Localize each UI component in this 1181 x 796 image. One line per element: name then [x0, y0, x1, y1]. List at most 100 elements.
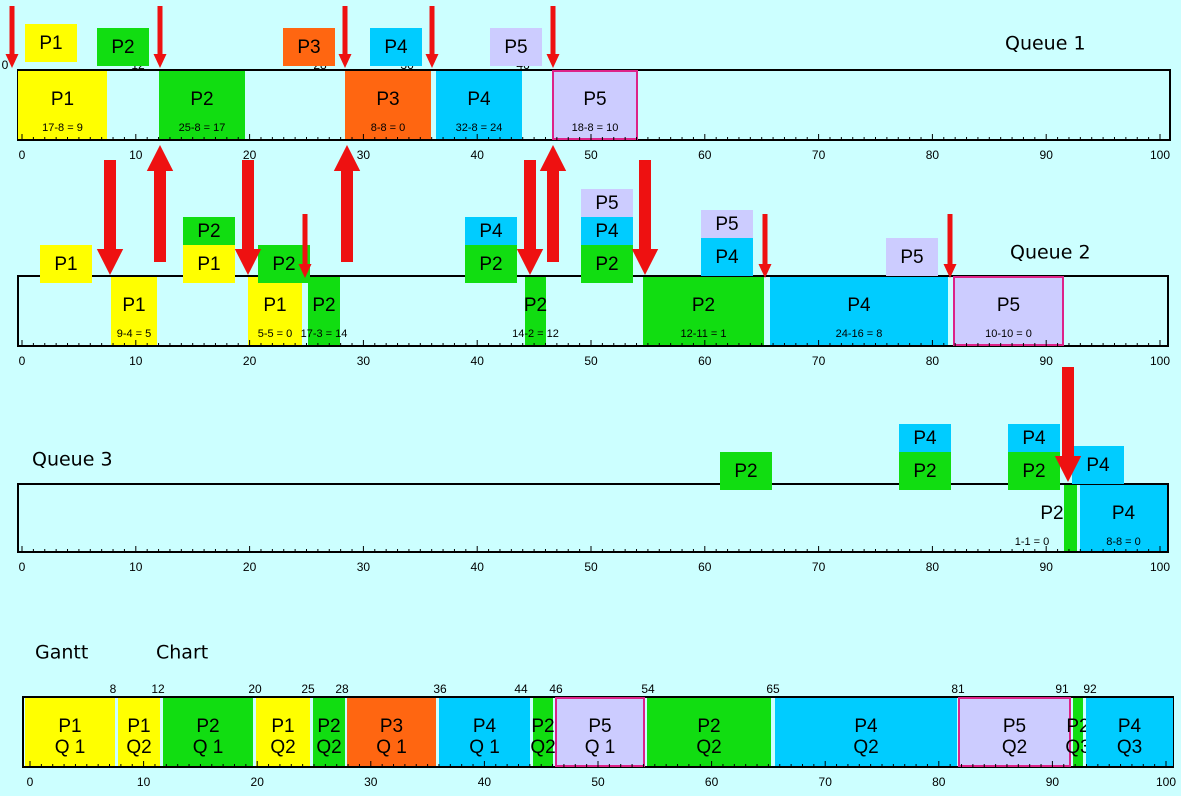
pending-box — [465, 245, 517, 283]
pending-box — [40, 245, 92, 283]
pending-label: P5 — [595, 193, 618, 214]
gantt-marker: 46 — [549, 682, 563, 696]
pending-label: P1 — [54, 254, 77, 275]
gantt-queue: Q 1 — [469, 737, 500, 758]
pending-box — [886, 238, 938, 276]
pending-label: P4 — [913, 428, 937, 449]
axis-tick-label: 30 — [357, 560, 371, 574]
axis-tick-label: 100 — [1150, 560, 1170, 574]
pending-label: P2 — [913, 461, 936, 482]
block-label: P4 — [467, 89, 491, 110]
pending-box — [581, 245, 633, 283]
time-marker: 0 — [2, 58, 9, 72]
gantt-process: P1 — [58, 716, 81, 737]
axis-tick-label: 10 — [137, 775, 151, 789]
process-block — [1080, 485, 1167, 551]
block-note: 5-5 = 0 — [258, 328, 293, 340]
gantt-block — [647, 698, 771, 766]
gantt-queue: Q2 — [1002, 737, 1027, 758]
gantt-block — [1073, 698, 1083, 766]
gantt-process: P2 — [1066, 716, 1089, 737]
pending-label: P4 — [1086, 455, 1110, 476]
block-note: 24-16 = 8 — [836, 328, 883, 340]
pending-box — [465, 217, 517, 245]
pending-box — [183, 217, 235, 245]
gantt-marker: 44 — [514, 682, 528, 696]
block-note: 17-3 = 14 — [301, 328, 348, 340]
pending-label: P5 — [715, 214, 738, 235]
gantt-marker: 28 — [335, 682, 349, 696]
gantt-process: P1 — [271, 716, 294, 737]
transfer-arrow — [338, 6, 352, 68]
axis-tick-label: 80 — [926, 148, 940, 162]
gantt-block — [439, 698, 530, 766]
pending-box — [97, 28, 149, 66]
gantt-block — [1086, 698, 1173, 766]
pending-box — [581, 217, 633, 245]
queue-panel — [17, 483, 1169, 553]
transfer-arrow — [425, 6, 439, 68]
gantt-marker: 36 — [433, 682, 447, 696]
process-block — [248, 277, 302, 345]
axis-tick-label: 50 — [591, 775, 605, 789]
pending-label: P4 — [715, 247, 739, 268]
gantt-process: P2 — [531, 716, 554, 737]
gantt-marker: 8 — [110, 682, 117, 696]
block-note: 17-8 = 9 — [42, 122, 83, 134]
axis-tick-label: 70 — [812, 148, 826, 162]
axis-tick-label: 30 — [364, 775, 378, 789]
gantt-queue: Q 1 — [376, 737, 407, 758]
gantt-queue: Q2 — [696, 737, 721, 758]
gantt-queue: Q2 — [270, 737, 295, 758]
block-note: 10-10 = 0 — [985, 328, 1032, 340]
process-block — [953, 276, 1064, 346]
gantt-queue: Q2 — [853, 737, 878, 758]
axis-tick-label: 0 — [19, 560, 26, 574]
gantt-block — [118, 698, 160, 766]
pending-label: P5 — [504, 37, 527, 58]
block-label: P5 — [997, 295, 1020, 316]
pending-box — [25, 24, 77, 62]
axis-tick-label: 40 — [471, 354, 485, 368]
gantt-marker: 91 — [1055, 682, 1069, 696]
transfer-arrow — [1054, 367, 1082, 482]
transfer-arrow — [631, 160, 659, 275]
axis-tick-label: 60 — [705, 775, 719, 789]
gantt-block — [25, 698, 115, 766]
pending-label: P2 — [595, 254, 618, 275]
gantt-marker: 65 — [766, 682, 780, 696]
gantt-marker: 54 — [641, 682, 655, 696]
process-block — [18, 71, 107, 139]
gantt-queue: Q 1 — [193, 737, 224, 758]
pending-box — [720, 452, 772, 490]
gantt-queue: Q 1 — [585, 737, 616, 758]
axis-tick-label: 0 — [19, 354, 26, 368]
process-block — [770, 277, 948, 345]
block-note: 14-2 = 12 — [512, 328, 559, 340]
block-note: 12-11 = 1 — [681, 328, 727, 340]
pending-box — [701, 210, 753, 238]
queue-label: Queue 3 — [32, 449, 113, 471]
process-block — [1064, 485, 1077, 551]
axis-tick-label: 80 — [926, 354, 940, 368]
transfer-arrow — [516, 160, 544, 275]
pending-label: P4 — [595, 221, 619, 242]
queue-label: Queue 1 — [1005, 33, 1086, 55]
block-label: P1 — [51, 89, 74, 110]
queue-label: Queue 2 — [1010, 242, 1091, 264]
process-block — [345, 71, 431, 139]
block-note: 8-8 = 0 — [1106, 536, 1141, 548]
pending-box — [1008, 424, 1060, 452]
axis-tick-label: 80 — [926, 560, 940, 574]
axis-tick-label: 40 — [471, 560, 485, 574]
axis-tick-label: 40 — [471, 148, 485, 162]
transfer-arrow — [758, 214, 772, 278]
pending-box — [490, 28, 542, 66]
gantt-process: P1 — [127, 716, 150, 737]
axis-tick-label: 30 — [357, 354, 371, 368]
block-label: P3 — [376, 89, 399, 110]
transfer-arrow — [153, 6, 167, 68]
block-label: P5 — [583, 89, 606, 110]
pending-box — [1072, 446, 1124, 484]
axis-tick-label: 60 — [698, 560, 712, 574]
